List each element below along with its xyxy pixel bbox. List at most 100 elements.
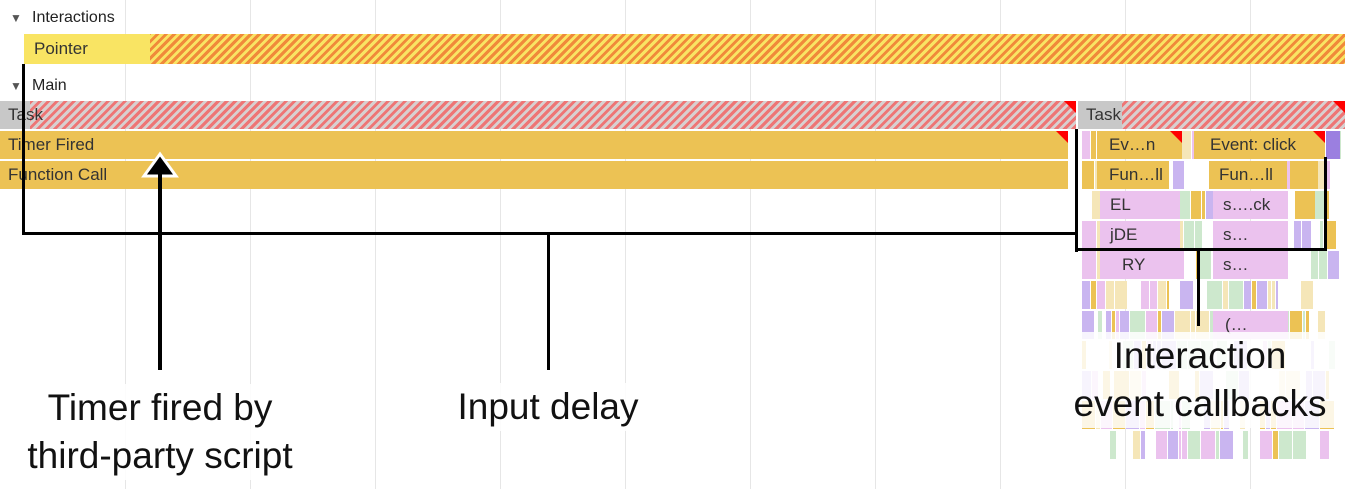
flame-slice bbox=[1082, 131, 1090, 159]
flame-slice bbox=[1206, 191, 1217, 219]
flame-slice bbox=[1173, 161, 1184, 189]
flame-slice bbox=[1324, 221, 1336, 249]
flame-slice bbox=[1303, 311, 1305, 339]
gridline bbox=[625, 0, 626, 489]
function-bar[interactable]: EL bbox=[1100, 191, 1180, 219]
flame-slice bbox=[1243, 431, 1248, 459]
flame-slice bbox=[1184, 221, 1194, 249]
flame-slice bbox=[1191, 191, 1201, 219]
long-task-marker bbox=[1170, 131, 1182, 143]
function-call-bar[interactable]: Function Call bbox=[0, 161, 1068, 189]
function-call-bar[interactable]: Fun…ll bbox=[1097, 161, 1169, 189]
pointer-label: Pointer bbox=[34, 39, 88, 58]
flame-slice bbox=[1176, 251, 1184, 279]
flame-slice bbox=[1091, 281, 1096, 309]
flame-slice bbox=[1106, 281, 1114, 309]
input-delay-annotation: Input delay bbox=[440, 383, 656, 431]
callbacks-annotation: Interaction event callbacks bbox=[1055, 332, 1345, 428]
flame-slice bbox=[1179, 431, 1181, 459]
flame-slice bbox=[1216, 431, 1219, 459]
flame-slice bbox=[1116, 311, 1119, 339]
flame-slice bbox=[1188, 431, 1200, 459]
event-bar[interactable]: Ev…n bbox=[1097, 131, 1182, 159]
flame-slice bbox=[1327, 161, 1330, 189]
flame-slice bbox=[1257, 281, 1267, 309]
flame-slice bbox=[1306, 311, 1309, 339]
flame-slice bbox=[1316, 161, 1326, 189]
flame-slice bbox=[1098, 311, 1102, 339]
gridline bbox=[500, 0, 501, 489]
function-call-bar[interactable]: Fun…ll bbox=[1209, 161, 1287, 189]
flame-slice bbox=[1195, 221, 1202, 249]
flame-slice bbox=[1092, 191, 1102, 219]
flame-slice bbox=[1268, 281, 1271, 309]
function-bar[interactable]: jDE bbox=[1100, 221, 1180, 249]
flame-slice bbox=[1252, 281, 1256, 309]
timer-fired-bar[interactable]: Timer Fired bbox=[0, 131, 1068, 159]
function-call-bar[interactable] bbox=[1290, 161, 1318, 189]
flame-slice bbox=[1320, 431, 1329, 459]
main-track-label[interactable]: Main bbox=[32, 77, 67, 94]
gridline bbox=[375, 0, 376, 489]
flame-slice bbox=[1244, 281, 1251, 309]
flame-slice bbox=[1328, 251, 1339, 279]
task-bar-long[interactable]: Task bbox=[0, 101, 1076, 129]
flame-slice bbox=[1325, 191, 1329, 219]
flame-slice bbox=[1279, 431, 1292, 459]
flame-slice bbox=[1082, 221, 1096, 249]
function-bar[interactable] bbox=[1295, 191, 1315, 219]
function-bar[interactable]: s… bbox=[1213, 221, 1288, 249]
flame-slice bbox=[1167, 281, 1169, 309]
flame-slice bbox=[1141, 281, 1149, 309]
flame-slice bbox=[1220, 431, 1233, 459]
flame-slice bbox=[1115, 281, 1127, 309]
flame-slice bbox=[1273, 431, 1278, 459]
function-bar[interactable]: s… bbox=[1213, 251, 1288, 279]
flame-slice bbox=[1210, 311, 1215, 339]
flame-slice bbox=[1180, 281, 1193, 309]
flame-slice bbox=[1314, 191, 1324, 219]
flame-slice bbox=[1276, 281, 1278, 309]
flame-slice bbox=[1260, 431, 1272, 459]
gridline bbox=[125, 0, 126, 489]
flame-slice bbox=[1223, 281, 1228, 309]
flame-slice bbox=[1146, 311, 1157, 339]
collapse-interactions-icon[interactable]: ▼ bbox=[10, 11, 22, 25]
task-solid-segment bbox=[0, 101, 30, 129]
flame-slice bbox=[1082, 251, 1096, 279]
gridline bbox=[250, 0, 251, 489]
flame-slice bbox=[1082, 281, 1090, 309]
flame-slice bbox=[1272, 281, 1275, 309]
flame-slice bbox=[1150, 281, 1157, 309]
flame-slice bbox=[1182, 431, 1187, 459]
flame-slice bbox=[1097, 221, 1101, 249]
flame-slice bbox=[1207, 281, 1222, 309]
task-label: Task bbox=[8, 105, 43, 124]
task-solid-segment bbox=[1078, 101, 1122, 129]
collapse-main-icon[interactable]: ▼ bbox=[10, 79, 22, 93]
gridline bbox=[750, 0, 751, 489]
interactions-track-label[interactable]: Interactions bbox=[32, 9, 115, 26]
flame-slice bbox=[1301, 281, 1313, 309]
flame-slice bbox=[1097, 281, 1105, 309]
flame-slice bbox=[1106, 311, 1111, 339]
timer-annotation: Timer fired by third-party script bbox=[0, 384, 320, 480]
event-click-bar[interactable]: Event: click bbox=[1194, 131, 1325, 159]
function-bar[interactable]: RY bbox=[1100, 251, 1180, 279]
flame-slice bbox=[1158, 311, 1161, 339]
task-bar-interaction[interactable]: Task bbox=[1078, 101, 1345, 129]
flame-slice bbox=[1168, 431, 1178, 459]
flame-slice bbox=[1319, 251, 1327, 279]
flame-slice bbox=[1200, 251, 1211, 279]
pointer-input-segment bbox=[24, 34, 150, 64]
gridline bbox=[1000, 0, 1001, 489]
flame-slice bbox=[1082, 161, 1094, 189]
flame-slice bbox=[1294, 221, 1301, 249]
pointer-interaction-bar[interactable]: Pointer bbox=[24, 34, 1345, 64]
flame-slice bbox=[1133, 431, 1140, 459]
flame-slice bbox=[1229, 281, 1243, 309]
flame-slice bbox=[1320, 221, 1323, 249]
flame-slice bbox=[1110, 431, 1116, 459]
flame-slice bbox=[1156, 431, 1167, 459]
function-bar[interactable]: s….ck bbox=[1213, 191, 1288, 219]
